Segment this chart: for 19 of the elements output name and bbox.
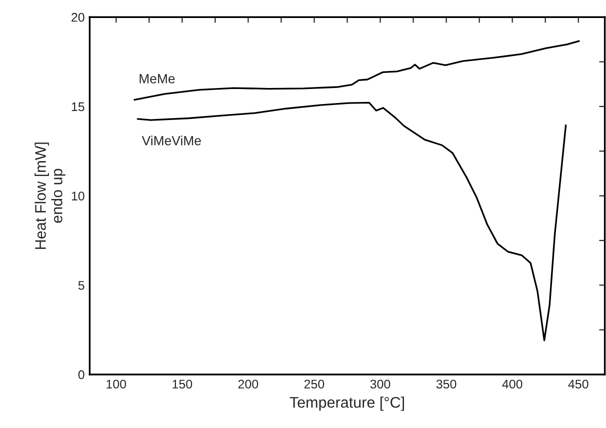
y-tick-label: 15	[72, 102, 84, 112]
x-tick-label: 250	[304, 380, 324, 389]
x-axis-title: Temperature [°C]	[290, 396, 404, 411]
series-label: ViMeViMe	[142, 136, 201, 146]
x-tick-label: 100	[106, 380, 126, 389]
x-tick-label: 350	[436, 380, 456, 389]
y-tick-label: 20	[72, 12, 84, 22]
y-tick-label: 5	[78, 281, 84, 290]
x-tick-label: 400	[502, 380, 522, 389]
line-series	[136, 102, 567, 342]
y-tick-label: 10	[72, 192, 84, 200]
x-tick-label: 200	[238, 380, 258, 389]
series-label: MeMe	[140, 74, 175, 84]
y-axis-title: Heat Flow [mW] endo up	[34, 142, 66, 249]
x-tick-label: 150	[172, 380, 192, 389]
x-tick-label: 300	[370, 380, 390, 389]
x-tick-label: 450	[568, 380, 588, 389]
line-series	[134, 40, 580, 101]
y-tick-label: 0	[78, 370, 84, 380]
